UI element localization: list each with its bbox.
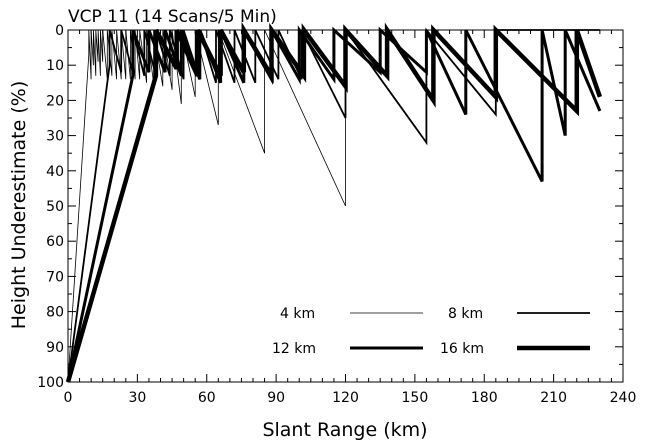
legend: 4 km 8 km 12 km 16 km [272, 306, 590, 357]
legend-label: 8 km [448, 306, 483, 322]
x-tick-label: 60 [198, 390, 216, 406]
y-tick-label: 60 [46, 234, 64, 250]
series-layer [65, 21, 603, 383]
y-tick-label: 50 [46, 199, 64, 215]
y-tick-label: 70 [46, 269, 64, 285]
x-tick-label: 0 [64, 390, 73, 406]
legend-label: 16 km [440, 341, 484, 357]
series-line-4 [65, 21, 603, 383]
legend-label: 4 km [280, 306, 315, 322]
y-tick-label: 40 [46, 164, 64, 180]
y-tick-label: 100 [37, 375, 64, 391]
y-tick-label: 30 [46, 129, 64, 145]
x-tick-label: 30 [128, 390, 146, 406]
legend-label: 12 km [272, 341, 316, 357]
y-tick-label: 80 [46, 305, 64, 321]
y-tick-label: 90 [46, 340, 64, 356]
y-axis-label: Height Underestimate (%) [8, 81, 30, 329]
x-tick-label: 180 [471, 390, 498, 406]
y-tick-label: 20 [46, 93, 64, 109]
series-line-1 [67, 29, 577, 383]
x-tick-label: 120 [332, 390, 359, 406]
y-tick-label: 0 [55, 23, 64, 39]
x-tick-label: 150 [402, 390, 429, 406]
x-tick-label: 90 [267, 390, 285, 406]
y-tick-label: 10 [46, 58, 64, 74]
y-axis: 0 10 20 30 40 50 60 70 80 90 100 [37, 23, 623, 391]
x-tick-label: 240 [610, 390, 637, 406]
series-line-3 [66, 24, 602, 383]
x-axis-label: Slant Range (km) [262, 419, 427, 441]
series-line-2 [67, 27, 600, 383]
chart-title: VCP 11 (14 Scans/5 Min) [68, 7, 277, 27]
x-tick-label: 210 [540, 390, 567, 406]
